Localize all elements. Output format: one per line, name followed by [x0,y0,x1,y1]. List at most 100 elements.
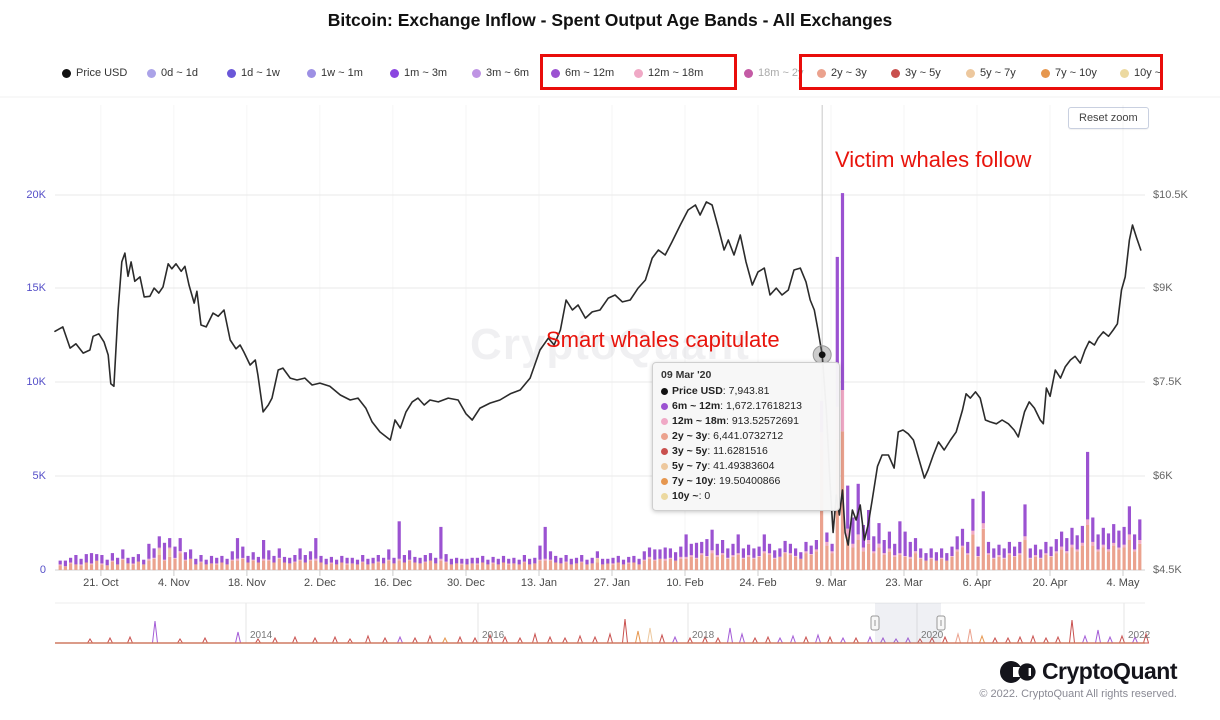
inflow-bar-segment [58,560,62,565]
inflow-bar-segment [543,526,547,559]
inflow-bar-segment [491,562,495,564]
legend-item-1d-1w[interactable]: 1d ~ 1w [227,66,280,80]
inflow-bar-segment [1065,553,1069,570]
inflow-bar-segment [830,553,834,570]
inflow-bar-segment [679,558,683,571]
legend-item-1m-3m[interactable]: 1m ~ 3m [390,66,447,80]
inflow-bar-segment [548,551,553,560]
inflow-bar-segment [528,558,532,565]
legend-item-6m-12m[interactable]: 6m ~ 12m [551,66,614,80]
navigator-spike [658,633,666,644]
inflow-bar-segment [428,560,433,570]
inflow-bar-segment [110,553,114,561]
navigator-spike [1042,636,1050,644]
inflow-bar-segment [814,549,818,552]
inflow-bar-segment [220,562,224,570]
reset-zoom-button[interactable]: Reset zoom [1068,107,1149,129]
inflow-bar-segment [1091,545,1095,570]
inflow-bar-segment [684,556,688,559]
navigator-svg [55,602,1150,644]
legend-item-3m-6m[interactable]: 3m ~ 6m [472,66,529,80]
inflow-bar-segment [804,553,808,570]
legend-item-12m-18m[interactable]: 12m ~ 18m [634,66,703,80]
inflow-bar-segment [767,553,772,555]
inflow-bar-segment [1044,541,1048,554]
inflow-bar-segment [642,559,646,561]
inflow-bar-segment [913,553,918,570]
navigator-year-label: 2014 [250,630,273,641]
inflow-bar-segment [799,558,803,571]
navigator-spike [331,635,339,644]
inflow-bar-segment [1086,525,1090,570]
inflow-bar-segment [444,561,448,563]
inflow-bar-segment [1054,539,1058,552]
inflow-bar-segment [262,540,266,559]
inflow-bar-segment [559,557,563,564]
inflow-bar-segment [329,562,333,564]
legend-item-label: 1m ~ 3m [404,67,448,79]
navigator-spike [531,632,539,644]
navigator-spike [646,627,654,644]
inflow-bar-segment [423,555,427,562]
inflow-bar-segment [1112,542,1116,546]
inflow-bar-segment [1007,555,1011,570]
navigator-spike [606,632,614,644]
navigator-spike [381,636,389,644]
inflow-bar-segment [1117,547,1121,550]
inflow-bar-segment [355,559,360,565]
legend-dot-icon [966,68,975,78]
tooltip-row-text: Price USD: 7,943.81 [672,385,770,397]
inflow-bar-segment [293,562,297,570]
tooltip-row: 7y ~ 10y: 19.50400866 [661,474,831,489]
inflow-bar-segment [423,561,427,563]
inflow-bar-segment [668,557,672,559]
legend-item-18m-2y[interactable]: 18m ~ 2y [744,66,804,80]
inflow-bar-segment [173,558,177,571]
navigator-spike [1054,635,1062,644]
inflow-bar-segment [215,557,219,564]
inflow-bar-segment [162,542,167,560]
inflow-bar-segment [428,553,433,561]
navigator-spike [852,636,860,644]
legend-item-3y-5y[interactable]: 3y ~ 5y [891,66,941,80]
navigator-spike [802,635,810,644]
navigator-spike [546,635,554,644]
inflow-bar-segment [679,546,683,557]
y-axis-right-label: $4.5K [1153,564,1182,576]
legend-item-2y-3y[interactable]: 2y ~ 3y [817,66,867,80]
inflow-bar-segment [157,555,161,570]
inflow-bar-segment [1018,555,1022,570]
inflow-bar-segment [887,551,891,571]
inflow-bar-segment [898,555,902,570]
inflow-bar-segment [950,555,954,557]
inflow-bar-segment [486,564,490,570]
inflow-bar-segment [230,559,234,561]
inflow-bar-segment [1106,551,1111,571]
tooltip-row: 2y ~ 3y: 6,441.0732712 [661,429,831,444]
legend-item-price-usd[interactable]: Price USD [62,66,127,80]
inflow-bar-segment [830,551,834,554]
inflow-bar-segment [157,549,161,555]
legend-item-5y-7y[interactable]: 5y ~ 7y [966,66,1016,80]
legend-item-10y-[interactable]: 10y ~ [1120,66,1161,80]
inflow-bar-segment [1049,555,1053,557]
x-axis-label: 10. Feb [666,577,704,589]
navigator-spike [751,636,759,644]
inflow-bar-segment [913,538,918,552]
inflow-bar-segment [809,545,813,554]
legend-item-7y-10y[interactable]: 7y ~ 10y [1041,66,1097,80]
inflow-bar-segment [58,564,62,566]
inflow-bar-segment [267,550,271,560]
inflow-bar-segment [1080,525,1084,543]
inflow-bar-segment [538,545,542,560]
inflow-bar-segment [173,546,177,558]
inflow-bar-segment [1086,451,1090,520]
inflow-bar-segment [606,563,610,570]
legend-item-0d-1d[interactable]: 0d ~ 1d [147,66,198,80]
legend-item-1w-1m[interactable]: 1w ~ 1m [307,66,363,80]
inflow-bar-segment [89,563,94,565]
inflow-bar-segment [84,562,88,570]
navigator-selection[interactable] [875,603,941,643]
inflow-bar-segment [95,560,99,570]
inflow-bar-segment [1101,547,1105,570]
